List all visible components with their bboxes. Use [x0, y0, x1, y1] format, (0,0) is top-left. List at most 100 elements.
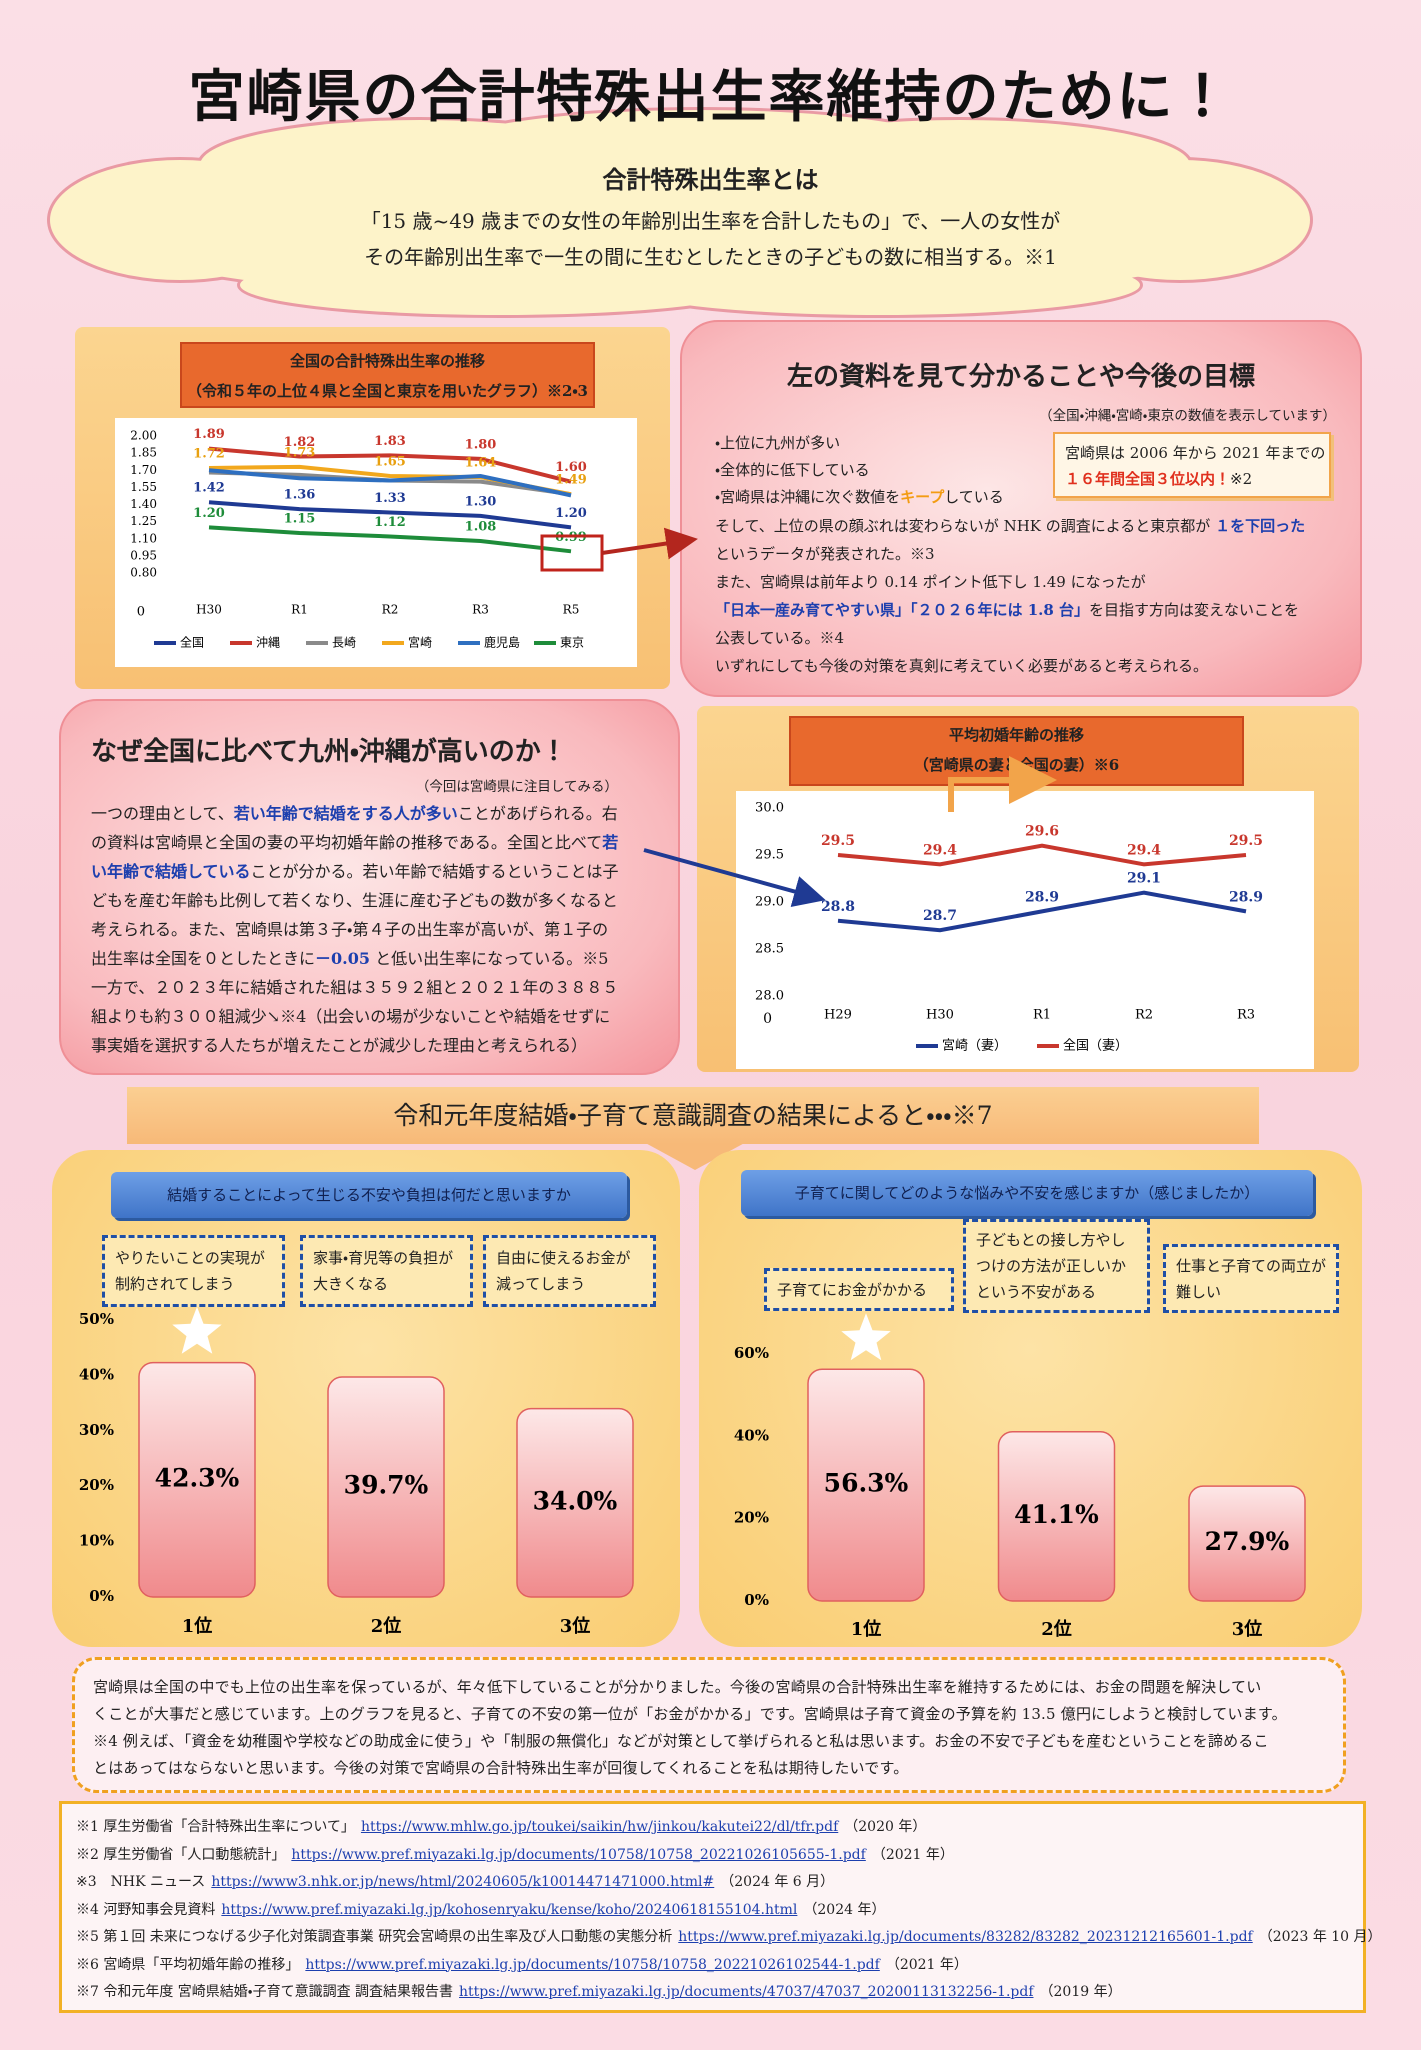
text-line: ・宮崎県は沖縄に次ぐ数値をキープしている	[715, 484, 1004, 511]
findings-box: 左の資料を見て分かることや今後の目標 （全国・沖縄・宮崎・東京の数値を表示してい…	[680, 320, 1362, 697]
text-line: そして、上位の県の顔ぶれは変わらないが NHK の調査によると東京都が １を下回…	[715, 512, 1305, 540]
data-label: 29.5	[1229, 833, 1263, 849]
data-label: 29.5	[821, 833, 855, 849]
text-run: と低い出生率になっている。※5	[370, 949, 609, 968]
reference-year: （2024 年）	[803, 1901, 886, 1918]
reference-link[interactable]: https://www.pref.miyazaki.lg.jp/document…	[291, 1846, 866, 1863]
data-label: 1.42	[193, 481, 225, 496]
data-label: 1.72	[193, 446, 225, 461]
text-line: どもを産む年齢も比例して若くなり、生涯に産む子どもの数が多くなると	[91, 886, 619, 915]
chart-title-banner: 平均初婚年齢の推移 （宮崎県の妻と全国の妻）※6	[789, 716, 1244, 786]
chart-title: 全国の合計特殊出生率の推移	[289, 352, 485, 370]
reference-year: （2023 年 10 月）	[1258, 1929, 1382, 1945]
text-line: というデータが発表された。※3	[715, 540, 1305, 568]
line-chart: 0.80 0.95 1.10 1.25 1.40 1.55 1.70 1.85 2.00 0 H30…	[115, 418, 637, 667]
data-label: 1.12	[374, 515, 406, 530]
data-line	[208, 500, 572, 530]
text-run: というデータが発表された。※3	[715, 545, 935, 563]
findings-text: そして、上位の県の顔ぶれは変わらないが NHK の調査によると東京都が １を下回…	[715, 512, 1305, 680]
text-line: 一つの理由として、若い年齢で結婚をする人が多いことがあげられる。右	[91, 799, 619, 828]
definition-line: その年齢別出生率で一生の間に生むとしたときの子どもの数に相当する。※1	[364, 245, 1057, 269]
y-tick-label: 0.95	[130, 548, 157, 562]
legend-label: 沖縄	[256, 636, 280, 650]
x-tick-label: H29	[824, 1008, 852, 1023]
x-tick-label: R3	[472, 603, 489, 617]
y-tick-label: 50%	[79, 1310, 114, 1328]
data-label: 1.08	[465, 520, 497, 535]
reference-line: ※2 厚生労働省「人口動態統計」 https://www.pref.miyazak…	[76, 1842, 1349, 1870]
reference-line: ※6 宮崎県「平均初婚年齢の推移」 https://www.pref.miyaza…	[76, 1952, 1349, 1980]
question-banner: 子育てに関してどのような悩みや不安を感じますか（感じましたか）	[741, 1170, 1313, 1216]
data-label: 1.36	[284, 488, 316, 503]
text-run: また、宮崎県は前年より 0.14 ポイント低下し 1.49 になったが	[715, 573, 1146, 591]
callout-box: 宮崎県は 2006 年から 2021 年までの １６年間全国３位以内！※2	[1053, 432, 1331, 498]
legend-label: 全国（妻）	[1063, 1039, 1128, 1054]
chart-subtitle: （令和５年の上位４県と全国と東京を用いたグラフ）※2・3	[187, 382, 588, 400]
reference-link[interactable]: https://www.pref.miyazaki.lg.jp/document…	[678, 1929, 1253, 1945]
text-line: の資料は宮崎県と全国の妻の平均初婚年齢の推移である。全国と比べて若	[91, 828, 619, 857]
reference-link[interactable]: https://www3.nhk.or.jp/news/html/2024060…	[211, 1874, 715, 1890]
reference-link[interactable]: https://www.pref.miyazaki.lg.jp/kohosenr…	[221, 1901, 798, 1918]
reference-link[interactable]: https://www.mhlw.go.jp/toukei/saikin/hw/…	[360, 1819, 839, 1835]
text-run: 出生率は全国を０としたときに	[91, 949, 316, 968]
text-line: い年齢で結婚していることが分かる。若い年齢で結婚するということは子	[91, 857, 619, 886]
y-tick-label: 0%	[744, 1591, 769, 1609]
x-tick-label: 3位	[1232, 1618, 1263, 1640]
y-tick-label: 28.0	[755, 989, 784, 1004]
data-line	[208, 446, 572, 484]
y-tick-label: 0.80	[130, 566, 157, 580]
definition-heading: 合計特殊出生率とは	[602, 165, 819, 194]
x-tick-label: R2	[1135, 1008, 1153, 1023]
y-tick-label: 1.85	[130, 446, 157, 460]
data-label: 1.60	[555, 460, 587, 475]
findings-note: （全国・沖縄・宮崎・東京の数値を表示しています）	[1039, 408, 1336, 424]
data-label: 1.80	[465, 437, 497, 452]
star	[172, 1306, 222, 1354]
data-label: 1.89	[193, 427, 225, 442]
y-tick-label: 1.55	[130, 480, 157, 494]
reference-link[interactable]: https://www.pref.miyazaki.lg.jp/document…	[305, 1956, 880, 1973]
star	[841, 1313, 891, 1361]
data-label: 1.83	[374, 434, 406, 449]
y-tick-label: 60%	[734, 1344, 769, 1362]
text-run: を目指す方向は変えないことを	[1089, 601, 1300, 619]
reference-line: ※1 厚生労働省「合計特殊出生率について」 https://www.mhlw.go…	[76, 1814, 1349, 1842]
y-tick-label: 29.5	[755, 848, 784, 863]
highlight-text: 「日本一産み育てやすい県」「２０２６年には 1.8 台」	[715, 601, 1090, 619]
text-run: 事実婚を選択する人たちが増えたことが減少した理由と考えられる）	[91, 1036, 588, 1055]
legend-label: 宮崎	[408, 635, 432, 650]
reference-year: （2024 年 6 月）	[720, 1874, 835, 1890]
text-run: している	[944, 488, 1004, 506]
y-tick-label: 40%	[734, 1426, 769, 1444]
data-line	[837, 843, 1247, 867]
reference-link[interactable]: https://www.pref.miyazaki.lg.jp/document…	[459, 1984, 1034, 2000]
reference-label: ※5 第１回 未来につなげる少子化対策調査事業 研究会宮崎県の出生率及び人口動態…	[76, 1929, 673, 1945]
x-tick-label: 3位	[560, 1615, 591, 1637]
data-label: 1.30	[465, 494, 497, 509]
data-label: 29.1	[1127, 871, 1161, 887]
bar-chart: 0% 10% 20% 30% 40% 50% 42.3% 1位 39.7% 2位 34.0% 3位	[79, 1306, 634, 1637]
bar	[807, 1368, 925, 1602]
y-tick-label: 20%	[734, 1509, 769, 1527]
text-run: ことがあげられる。右	[457, 804, 618, 823]
data-line	[208, 468, 572, 498]
data-label: 0.99	[555, 530, 587, 545]
y-tick-label: 1.70	[130, 463, 157, 477]
data-label: 29.6	[1025, 824, 1059, 840]
category-note: 家事・育児等の負担が大きくなる	[300, 1235, 473, 1307]
y-origin-label: 0	[763, 1011, 772, 1027]
category-note: やりたいことの実現が制約されてしまう	[102, 1235, 285, 1307]
category-note: 仕事と子育ての両立が難しい	[1163, 1244, 1339, 1313]
text-run: 宮崎県は 2006 年から 2021 年までの	[1065, 444, 1326, 462]
bar	[516, 1407, 634, 1598]
reference-year: （2019 年）	[1039, 1984, 1122, 2000]
y-tick-label: 30.0	[755, 801, 784, 816]
data-label: 29.4	[1127, 842, 1161, 858]
survey-banner: 令和元年度結婚・子育て意識調査の結果によると・・・※7	[127, 1087, 1259, 1144]
chart-title-banner: 全国の合計特殊出生率の推移 （令和５年の上位４県と全国と東京を用いたグラフ）※2…	[180, 342, 595, 408]
bar-chart-panel: 0% 10% 20% 30% 40% 50% 42.3% 1位 39.7% 2位 34.0% 3位 結…	[52, 1150, 680, 1647]
reference-label: ※6 宮崎県「平均初婚年齢の推移」	[76, 1956, 300, 1973]
highlight-text: １６年間全国３位以内！	[1065, 470, 1231, 488]
x-tick-label: 2位	[371, 1615, 402, 1637]
text-run: いずれにしても今後の対策を真剣に考えていく必要があると考えられる。	[715, 657, 1209, 675]
